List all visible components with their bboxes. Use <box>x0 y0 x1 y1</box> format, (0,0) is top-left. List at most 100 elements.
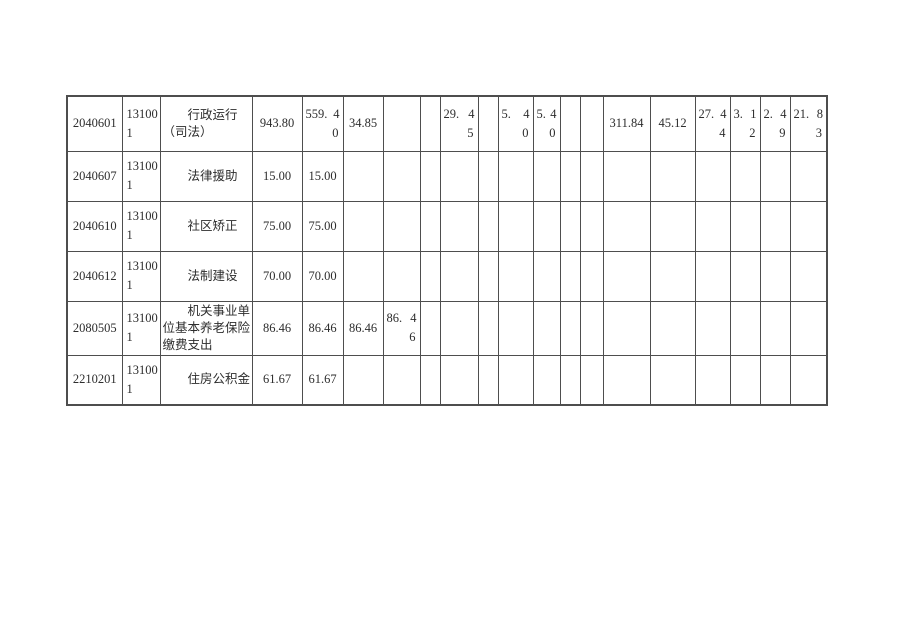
table-cell: 70.00 <box>251 250 303 302</box>
table-cell: 2080505 <box>66 300 123 356</box>
table-cell <box>602 354 651 406</box>
table-cell <box>789 200 828 252</box>
table-cell: 61.67 <box>301 354 344 406</box>
table-cell <box>532 150 561 202</box>
table-cell <box>759 300 791 356</box>
table-cell: 3. 1 2 <box>729 95 761 152</box>
table-cell <box>497 354 534 406</box>
table-cell <box>342 150 384 202</box>
table-cell <box>729 200 761 252</box>
table-cell <box>559 300 581 356</box>
table-cell <box>729 354 761 406</box>
table-row: 2080505 13100 1 机关事业单 位基本养老保险 缴费支出 86.46 86.46 8… <box>66 300 828 356</box>
table-cell <box>477 354 499 406</box>
table-cell <box>382 95 421 152</box>
table-cell <box>419 250 441 302</box>
table-cell <box>649 250 696 302</box>
table-cell <box>382 250 421 302</box>
table-cell: 21. 8 3 <box>789 95 828 152</box>
table-cell: 559. 4 0 <box>301 95 344 152</box>
table-cell <box>532 354 561 406</box>
table-cell: 2040601 <box>66 95 123 152</box>
table-cell <box>439 200 479 252</box>
table-cell: 法律援助 <box>159 150 253 202</box>
table-cell <box>789 150 828 202</box>
table-cell: 机关事业单 位基本养老保险 缴费支出 <box>159 300 253 356</box>
table-cell <box>439 150 479 202</box>
table-cell <box>729 250 761 302</box>
table-cell <box>532 250 561 302</box>
table-cell: 13100 1 <box>121 250 161 302</box>
table-cell <box>579 200 604 252</box>
table-cell <box>477 95 499 152</box>
table-cell <box>579 354 604 406</box>
table-cell: 75.00 <box>301 200 344 252</box>
table-cell <box>477 250 499 302</box>
table-cell <box>382 354 421 406</box>
table-cell <box>694 250 731 302</box>
table-cell: 2. 4 9 <box>759 95 791 152</box>
table-row: 2040601 13100 1 行政运行 （司法） 943.80 559. 4 0 34.85 29… <box>66 95 828 152</box>
table-cell <box>477 300 499 356</box>
table-cell <box>579 250 604 302</box>
table-cell <box>759 200 791 252</box>
table-cell <box>579 300 604 356</box>
table-cell <box>439 354 479 406</box>
table-cell <box>694 354 731 406</box>
table-cell <box>419 95 441 152</box>
table-cell: 13100 1 <box>121 95 161 152</box>
table-cell: 13100 1 <box>121 354 161 406</box>
table-cell <box>342 354 384 406</box>
table-cell: 61.67 <box>251 354 303 406</box>
table-cell <box>579 95 604 152</box>
table-cell <box>532 300 561 356</box>
table-row: 2040610 13100 1 社区矫正 75.00 75.00 <box>66 200 828 252</box>
table-cell: 15.00 <box>251 150 303 202</box>
table-cell: 住房公积金 <box>159 354 253 406</box>
table-cell: 15.00 <box>301 150 344 202</box>
table-cell <box>419 354 441 406</box>
table-cell <box>649 354 696 406</box>
table-cell <box>729 150 761 202</box>
table-cell <box>342 200 384 252</box>
table-cell <box>497 150 534 202</box>
table-cell: 34.85 <box>342 95 384 152</box>
table-cell: 29. 4 5 <box>439 95 479 152</box>
table-cell <box>759 150 791 202</box>
table-cell: 86.46 <box>301 300 344 356</box>
table-cell <box>649 300 696 356</box>
table-cell: 2210201 <box>66 354 123 406</box>
table-cell: 13100 1 <box>121 300 161 356</box>
table-cell <box>559 250 581 302</box>
table-cell <box>559 354 581 406</box>
table-cell: 86.46 <box>251 300 303 356</box>
table-cell <box>649 200 696 252</box>
table-cell <box>382 150 421 202</box>
table-cell <box>759 250 791 302</box>
table-cell <box>602 150 651 202</box>
table-cell <box>419 200 441 252</box>
table-cell <box>759 354 791 406</box>
table-cell: 943.80 <box>251 95 303 152</box>
table-cell <box>559 95 581 152</box>
table-cell <box>789 354 828 406</box>
table-row: 2040612 13100 1 法制建设 70.00 70.00 <box>66 250 828 302</box>
table-cell <box>602 200 651 252</box>
table-row: 2210201 13100 1 住房公积金 61.67 61.67 <box>66 354 828 406</box>
table-cell: 86.46 <box>342 300 384 356</box>
table-cell <box>602 250 651 302</box>
table-cell: 13100 1 <box>121 200 161 252</box>
table-cell <box>579 150 604 202</box>
table-cell: 75.00 <box>251 200 303 252</box>
table-cell <box>694 150 731 202</box>
table-cell <box>497 200 534 252</box>
budget-table: 2040601 13100 1 行政运行 （司法） 943.80 559. 4 0 34.85 29… <box>66 95 828 406</box>
table-cell <box>477 150 499 202</box>
table-cell: 2040612 <box>66 250 123 302</box>
table-cell: 5. 4 0 <box>532 95 561 152</box>
table-cell: 311.84 <box>602 95 651 152</box>
table-cell: 法制建设 <box>159 250 253 302</box>
table-cell: 70.00 <box>301 250 344 302</box>
